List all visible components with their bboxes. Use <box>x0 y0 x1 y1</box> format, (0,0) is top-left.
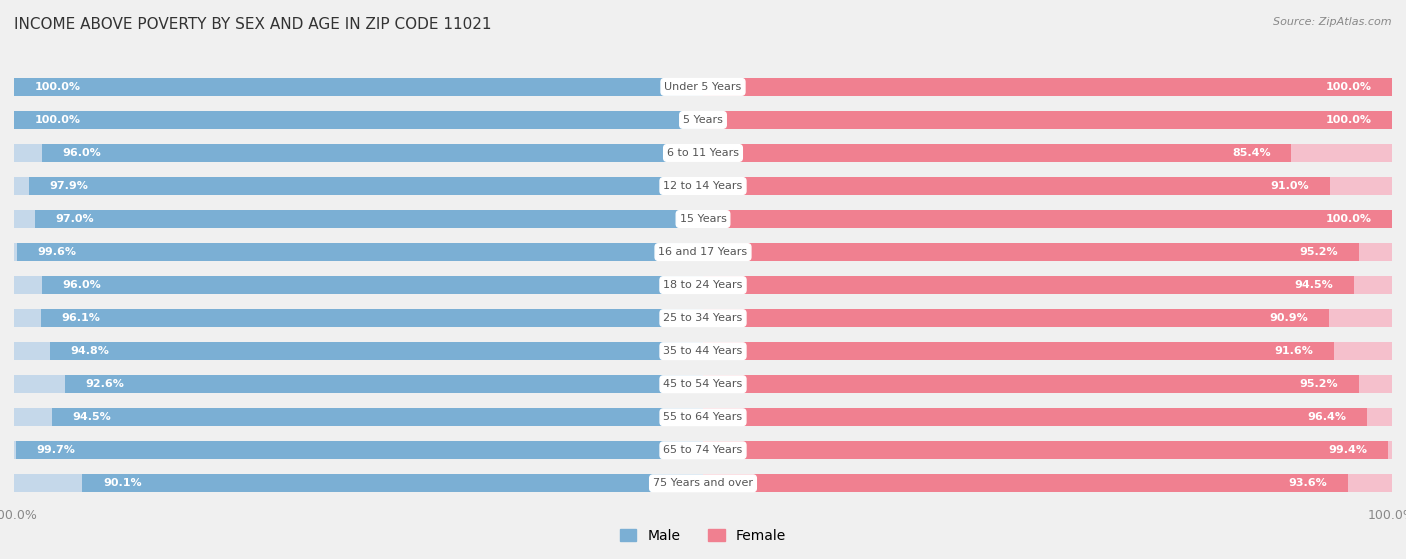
Bar <box>49 342 703 360</box>
Text: 15 Years: 15 Years <box>679 214 727 224</box>
Text: 35 to 44 Years: 35 to 44 Years <box>664 346 742 356</box>
Bar <box>703 177 1330 195</box>
Text: 99.6%: 99.6% <box>38 247 76 257</box>
Text: 65 to 74 Years: 65 to 74 Years <box>664 446 742 455</box>
Bar <box>703 441 1392 459</box>
Bar <box>703 78 1392 96</box>
Bar <box>14 78 703 96</box>
Bar <box>14 375 703 394</box>
Text: 75 Years and over: 75 Years and over <box>652 479 754 488</box>
Bar <box>703 243 1358 261</box>
Text: 100.0%: 100.0% <box>1326 115 1371 125</box>
Text: 100.0%: 100.0% <box>35 115 80 125</box>
Bar <box>15 441 703 459</box>
Bar <box>41 309 703 327</box>
Bar <box>14 177 703 195</box>
Bar <box>17 243 703 261</box>
Bar <box>703 375 1358 394</box>
Text: 94.5%: 94.5% <box>1295 280 1333 290</box>
Text: 95.2%: 95.2% <box>1299 247 1339 257</box>
Bar <box>35 210 703 228</box>
Bar <box>703 210 1392 228</box>
Text: 94.8%: 94.8% <box>70 346 110 356</box>
Text: 96.4%: 96.4% <box>1308 412 1347 422</box>
Text: 95.2%: 95.2% <box>1299 379 1339 389</box>
Bar <box>703 342 1392 360</box>
Bar <box>14 111 703 129</box>
Bar <box>42 144 703 162</box>
Bar <box>65 375 703 394</box>
Bar <box>703 309 1329 327</box>
Text: Source: ZipAtlas.com: Source: ZipAtlas.com <box>1274 17 1392 27</box>
Bar <box>703 210 1392 228</box>
Text: 91.0%: 91.0% <box>1271 181 1309 191</box>
Bar <box>703 276 1354 294</box>
Bar <box>14 144 703 162</box>
Bar <box>703 243 1392 261</box>
Bar <box>703 375 1392 394</box>
Bar <box>703 441 1388 459</box>
Text: 91.6%: 91.6% <box>1274 346 1313 356</box>
Text: 94.5%: 94.5% <box>73 412 111 422</box>
Text: 100.0%: 100.0% <box>1326 214 1371 224</box>
Bar <box>703 474 1392 492</box>
Text: 96.0%: 96.0% <box>62 280 101 290</box>
Bar <box>703 408 1392 427</box>
Bar <box>703 309 1392 327</box>
Bar <box>703 111 1392 129</box>
Text: 97.9%: 97.9% <box>49 181 89 191</box>
Text: 96.1%: 96.1% <box>62 313 100 323</box>
Bar <box>703 474 1348 492</box>
Bar <box>14 243 703 261</box>
Bar <box>14 276 703 294</box>
Bar <box>703 408 1367 427</box>
Text: 90.9%: 90.9% <box>1270 313 1309 323</box>
Bar <box>703 144 1291 162</box>
Bar <box>28 177 703 195</box>
Text: 45 to 54 Years: 45 to 54 Years <box>664 379 742 389</box>
Text: 6 to 11 Years: 6 to 11 Years <box>666 148 740 158</box>
Text: 5 Years: 5 Years <box>683 115 723 125</box>
Text: 100.0%: 100.0% <box>35 82 80 92</box>
Bar <box>703 111 1392 129</box>
Text: 90.1%: 90.1% <box>103 479 142 488</box>
Bar <box>703 342 1334 360</box>
Bar <box>14 342 703 360</box>
Text: 97.0%: 97.0% <box>55 214 94 224</box>
Bar <box>703 78 1392 96</box>
Text: 100.0%: 100.0% <box>1326 82 1371 92</box>
Text: Under 5 Years: Under 5 Years <box>665 82 741 92</box>
Text: 18 to 24 Years: 18 to 24 Years <box>664 280 742 290</box>
Legend: Male, Female: Male, Female <box>614 523 792 548</box>
Bar <box>83 474 703 492</box>
Bar <box>14 210 703 228</box>
Text: 85.4%: 85.4% <box>1232 148 1271 158</box>
Text: 55 to 64 Years: 55 to 64 Years <box>664 412 742 422</box>
Text: 16 and 17 Years: 16 and 17 Years <box>658 247 748 257</box>
Text: 93.6%: 93.6% <box>1288 479 1327 488</box>
Bar <box>42 276 703 294</box>
Bar <box>14 111 703 129</box>
Text: 25 to 34 Years: 25 to 34 Years <box>664 313 742 323</box>
Bar <box>14 78 703 96</box>
Text: 99.7%: 99.7% <box>37 446 76 455</box>
Text: 92.6%: 92.6% <box>86 379 125 389</box>
Text: INCOME ABOVE POVERTY BY SEX AND AGE IN ZIP CODE 11021: INCOME ABOVE POVERTY BY SEX AND AGE IN Z… <box>14 17 492 32</box>
Bar <box>14 309 703 327</box>
Text: 96.0%: 96.0% <box>62 148 101 158</box>
Bar <box>703 144 1392 162</box>
Bar <box>14 474 703 492</box>
Bar <box>703 177 1392 195</box>
Bar <box>14 441 703 459</box>
Text: 12 to 14 Years: 12 to 14 Years <box>664 181 742 191</box>
Bar <box>703 276 1392 294</box>
Bar <box>52 408 703 427</box>
Bar <box>14 408 703 427</box>
Text: 99.4%: 99.4% <box>1329 446 1367 455</box>
